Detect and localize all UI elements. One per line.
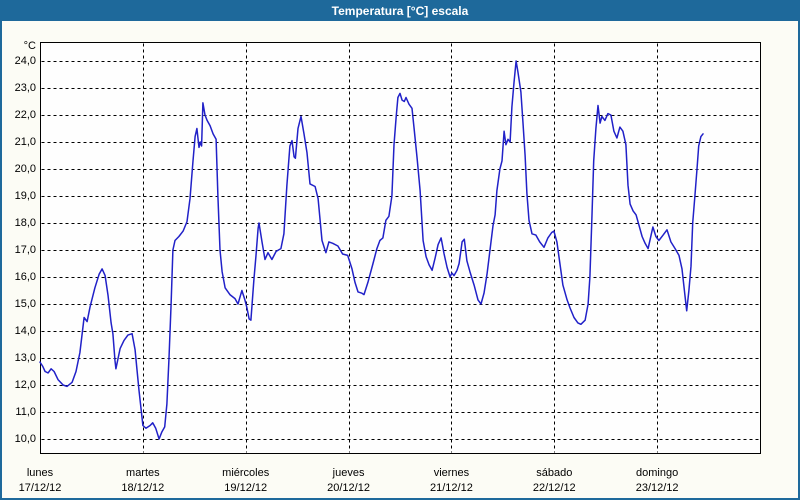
y-tick-label: 24,0 (14, 55, 36, 67)
plot-border (40, 42, 761, 454)
plot-background (40, 42, 761, 454)
y-tick-label: 13,0 (14, 352, 36, 364)
x-day-date-label: 18/12/12 (121, 482, 165, 494)
x-day-date-label: 17/12/12 (18, 482, 62, 494)
y-tick-label: 15,0 (14, 298, 36, 310)
y-tick-label: 11,0 (15, 406, 36, 418)
x-day-name-label: miércoles (222, 467, 270, 479)
y-tick-label: 19,0 (14, 190, 36, 202)
x-day-name-label: domingo (636, 467, 679, 479)
x-day-date-label: 22/12/12 (532, 482, 576, 494)
y-tick-label: 23,0 (14, 82, 36, 94)
y-tick-label: 17,0 (14, 244, 36, 256)
y-tick-label: 10,0 (14, 433, 36, 445)
y-tick-label: 20,0 (14, 163, 36, 175)
y-tick-label: 18,0 (14, 217, 36, 229)
y-tick-label: 12,0 (14, 379, 36, 391)
x-day-name-label: viernes (433, 467, 470, 479)
window-title: Temperatura [°C] escala (331, 3, 469, 18)
y-axis-unit-label: °C (23, 40, 36, 52)
x-day-name-label: lunes (26, 467, 54, 479)
y-tick-label: 22,0 (14, 109, 36, 121)
x-day-date-label: 20/12/12 (327, 482, 370, 494)
x-day-name-label: martes (126, 467, 160, 479)
y-tick-label: 14,0 (14, 325, 36, 337)
y-tick-label: 21,0 (14, 136, 36, 148)
x-day-date-label: 23/12/12 (635, 482, 679, 494)
x-day-date-label: 21/12/12 (430, 482, 473, 494)
x-day-name-label: jueves (332, 467, 365, 479)
temperature-line (39, 60, 704, 440)
x-day-date-label: 19/12/12 (224, 482, 268, 494)
x-day-name-label: sábado (536, 467, 573, 479)
window-titlebar: Temperatura [°C] escala (0, 0, 800, 21)
y-tick-label: 16,0 (14, 271, 36, 283)
